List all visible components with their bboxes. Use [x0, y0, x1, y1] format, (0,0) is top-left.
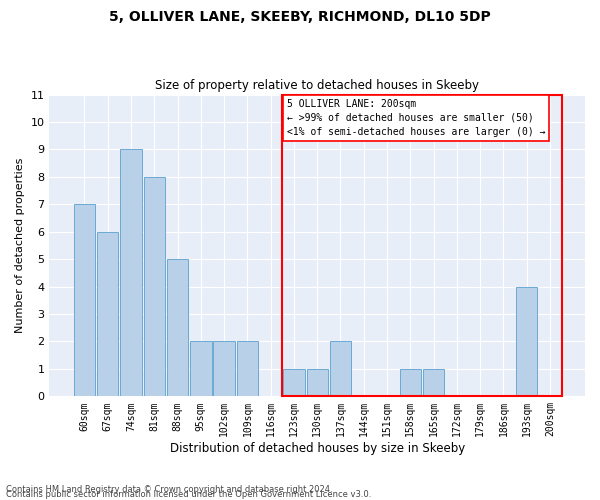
Bar [516, 286, 538, 397]
Bar [167, 259, 188, 396]
Text: Contains public sector information licensed under the Open Government Licence v3: Contains public sector information licen… [6, 490, 371, 499]
Bar [143, 177, 165, 396]
Bar [214, 342, 235, 396]
Text: Contains HM Land Registry data © Crown copyright and database right 2024.: Contains HM Land Registry data © Crown c… [6, 484, 332, 494]
Bar [97, 232, 118, 396]
Text: 5 OLLIVER LANE: 200sqm
← >99% of detached houses are smaller (50)
<1% of semi-de: 5 OLLIVER LANE: 200sqm ← >99% of detache… [287, 98, 545, 136]
Bar [190, 342, 212, 396]
Text: 5, OLLIVER LANE, SKEEBY, RICHMOND, DL10 5DP: 5, OLLIVER LANE, SKEEBY, RICHMOND, DL10 … [109, 10, 491, 24]
Bar [74, 204, 95, 396]
Bar [400, 369, 421, 396]
Bar [121, 150, 142, 396]
Bar [283, 369, 305, 396]
Bar [307, 369, 328, 396]
X-axis label: Distribution of detached houses by size in Skeeby: Distribution of detached houses by size … [170, 442, 465, 455]
Bar [330, 342, 351, 396]
Bar [423, 369, 444, 396]
Bar [236, 342, 258, 396]
Title: Size of property relative to detached houses in Skeeby: Size of property relative to detached ho… [155, 79, 479, 92]
Y-axis label: Number of detached properties: Number of detached properties [15, 158, 25, 333]
Bar [282, 94, 562, 397]
